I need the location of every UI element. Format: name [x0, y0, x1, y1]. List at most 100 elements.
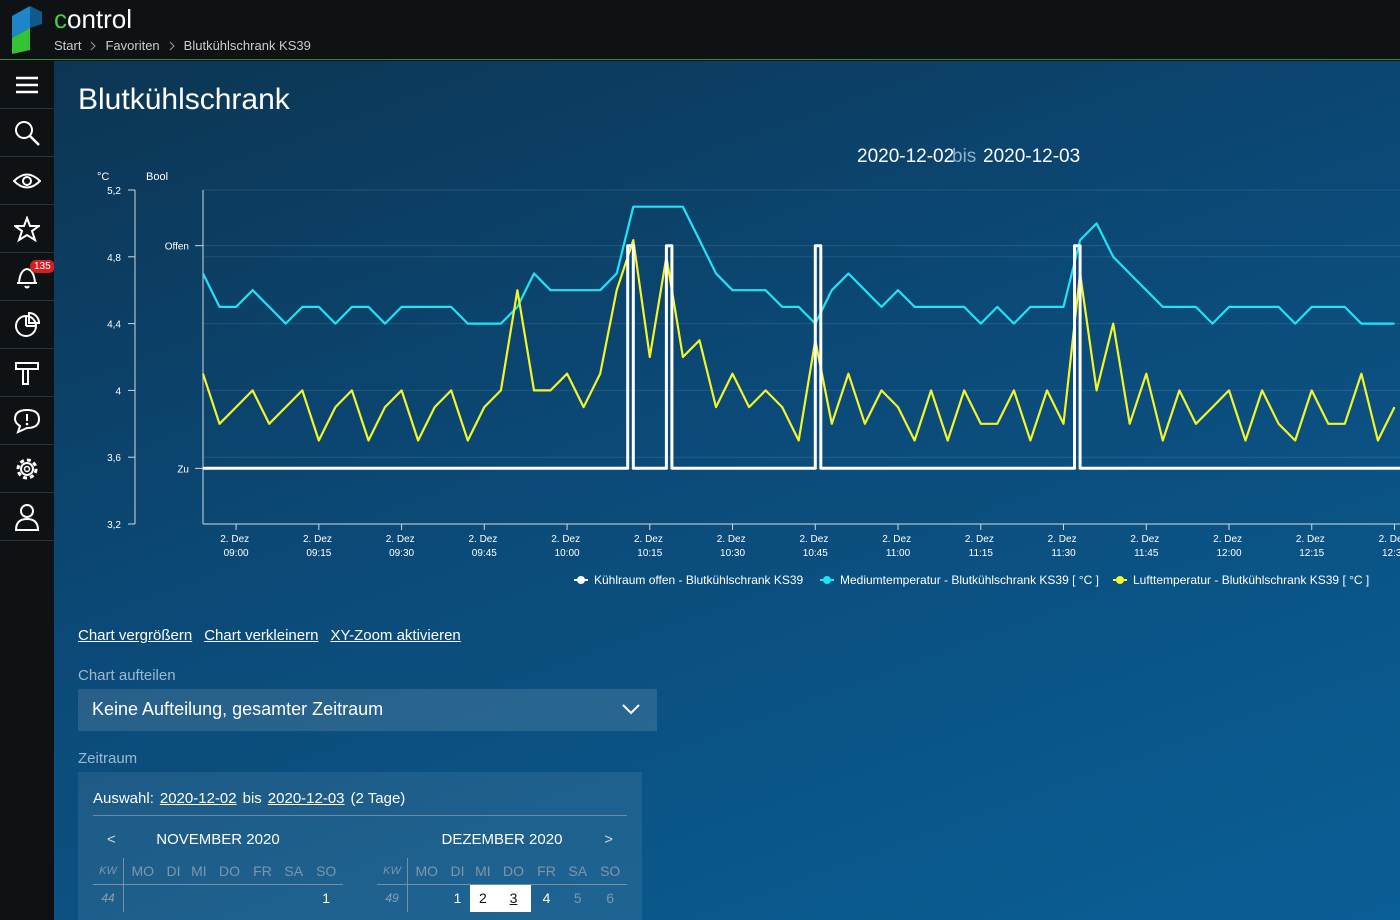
logo-text: control — [54, 4, 132, 35]
empty-day — [408, 884, 446, 912]
x-tick-label: 2. Dez 12:30 — [1379, 534, 1400, 559]
notification-badge: 135 — [30, 260, 55, 273]
x-tick-label: 2. Dez 12:00 — [1213, 534, 1245, 559]
day[interactable]: 6 — [606, 890, 615, 907]
x-tick-label: 2. Dez 11:30 — [1048, 534, 1080, 559]
legend-dot — [577, 576, 585, 584]
period-label: Zeitraum — [78, 750, 138, 767]
menu-icon[interactable] — [0, 61, 54, 109]
x-tick-label: 2. Dez 09:00 — [220, 534, 252, 559]
week-number: 44 — [93, 884, 125, 912]
selection-sep: bis — [242, 790, 262, 807]
split-label: Chart aufteilen — [78, 667, 176, 684]
selection-to[interactable]: 2020-12-03 — [267, 790, 345, 807]
selection-from[interactable]: 2020-12-02 — [159, 790, 237, 807]
month: NOVEMBER 2020 < KW MO DI MI DO FR SA SO 44 1 — [93, 828, 343, 912]
date-range: 2020-12-03 — [983, 146, 1080, 167]
logo-accent: c — [54, 4, 67, 34]
crumb-sep — [91, 41, 97, 50]
legend-label: Kühlraum offen - Blutkühlschrank KS39 — [594, 573, 804, 587]
weekday: FR — [246, 858, 279, 885]
selection-days: (2 Tage) — [350, 790, 406, 807]
day[interactable]: 4 — [542, 890, 551, 907]
empty-day — [161, 884, 185, 912]
shrink-link[interactable]: Chart verkleinern — [204, 627, 319, 644]
day[interactable]: 1 — [453, 890, 462, 907]
x-tick-label: 2. Dez 09:30 — [386, 534, 418, 559]
legend-dot — [823, 576, 831, 584]
y-axis-label: °C — [97, 171, 109, 183]
weekday: DI — [161, 858, 186, 885]
split-value: Keine Aufteilung, gesamter Zeitraum — [92, 699, 384, 719]
tool-icon[interactable] — [0, 349, 54, 397]
weekday: DO — [212, 858, 247, 885]
weekday-row: KW MO DI MI DO FR SA SO — [93, 858, 343, 885]
series-line — [202, 205, 1395, 325]
page-title: Blutkühlschrank — [78, 83, 290, 116]
empty-day — [278, 884, 309, 912]
day[interactable]: 3 — [496, 884, 531, 912]
x-tick-label: 2. Dez 10:45 — [799, 534, 831, 559]
week-row: 44 1 — [93, 884, 343, 912]
selection: Auswahl: 2020-12-02 bis 2020-12-03 (2 Ta… — [93, 772, 627, 816]
enlarge-link[interactable]: Chart vergrößern — [78, 627, 193, 644]
next-month[interactable]: > — [604, 831, 613, 848]
x-tick-label: 2. Dez 09:15 — [303, 534, 335, 559]
weekday: KW — [93, 858, 125, 885]
date-range: 2020-12-02 — [857, 146, 954, 167]
x-tick-label: 2. Dez 10:00 — [551, 534, 583, 559]
main: Blutkühlschrank 2020-12-02 bis 2020-12-03 °… — [54, 61, 1400, 920]
weekday: SO — [309, 858, 343, 885]
x-tick-label: 2. Dez 11:45 — [1130, 534, 1162, 559]
date-range: bis — [952, 146, 976, 167]
y2-axis-label: Bool — [146, 171, 168, 183]
day[interactable]: 1 — [322, 890, 331, 907]
month-title: DEZEMBER 2020 > — [377, 828, 627, 852]
weekday: MO — [123, 858, 162, 885]
star-icon[interactable] — [0, 205, 54, 253]
weekday: MO — [407, 858, 446, 885]
settings-icon[interactable] — [0, 445, 54, 493]
selection-label: Auswahl: — [93, 790, 154, 807]
empty-day — [124, 884, 162, 912]
search-icon[interactable] — [0, 109, 54, 157]
header: control Start Favoriten Blutkühlschrank … — [0, 0, 1400, 60]
prev-month[interactable]: < — [107, 831, 116, 848]
empty-day — [247, 884, 278, 912]
month-title: NOVEMBER 2020 < — [93, 828, 343, 852]
y2-tick-label: Zu — [177, 464, 189, 475]
crumb[interactable]: Favoriten — [105, 38, 160, 53]
sidebar: 135 — [0, 61, 55, 920]
weekday-row: KW MO DI MI DO FR SA SO — [377, 858, 627, 885]
legend-label: Lufttemperatur - Blutkühlschrank KS39 [ … — [1133, 573, 1369, 587]
day[interactable]: 2 — [469, 884, 497, 912]
series-line — [201, 239, 1396, 442]
weekday: MI — [469, 858, 497, 885]
breadcrumb: Start Favoriten Blutkühlschrank KS39 — [54, 38, 311, 53]
weekday: SA — [562, 858, 594, 885]
series-line — [203, 244, 1400, 470]
crumb-sep — [169, 41, 175, 50]
bell-icon[interactable] — [0, 253, 54, 301]
day[interactable]: 5 — [573, 890, 582, 907]
empty-day — [212, 884, 247, 912]
y2-tick-label: Offen — [165, 242, 189, 253]
weekday: DI — [445, 858, 470, 885]
eye-icon[interactable] — [0, 157, 54, 205]
split-select[interactable]: Keine Aufteilung, gesamter Zeitraum — [78, 689, 657, 731]
message-icon[interactable] — [0, 397, 54, 445]
x-tick-label: 2. Dez 10:30 — [717, 534, 749, 559]
crumb: Blutkühlschrank KS39 — [183, 38, 311, 53]
x-tick-label: 2. Dez 10:15 — [634, 534, 666, 559]
user-icon[interactable] — [0, 493, 54, 541]
month-grid: KW MO DI MI DO FR SA SO 44 1 — [93, 858, 343, 912]
crumb[interactable]: Start — [54, 38, 82, 53]
x-tick-label: 2. Dez 12:15 — [1296, 534, 1328, 559]
x-tick-label: 2. Dez 11:00 — [882, 534, 914, 559]
zoom-link[interactable]: XY-Zoom aktivieren — [330, 627, 461, 644]
report-icon[interactable] — [0, 301, 54, 349]
calendar: Auswahl: 2020-12-02 bis 2020-12-03 (2 Ta… — [78, 772, 642, 920]
y-tick-label: 4,4 — [107, 320, 121, 331]
